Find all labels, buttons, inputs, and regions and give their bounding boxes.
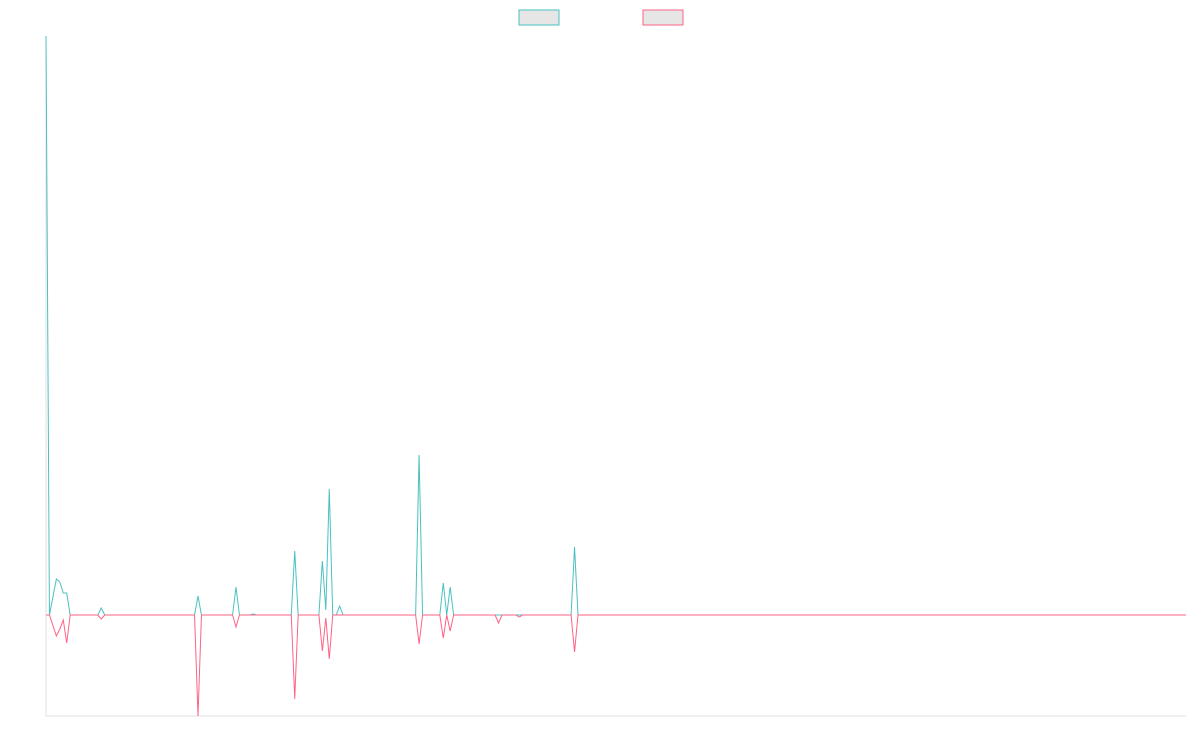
- series-line: [45, 35, 1186, 616]
- legend-swatch[interactable]: [518, 9, 560, 26]
- series-line: [46, 614, 1186, 717]
- legend-swatch[interactable]: [642, 9, 684, 26]
